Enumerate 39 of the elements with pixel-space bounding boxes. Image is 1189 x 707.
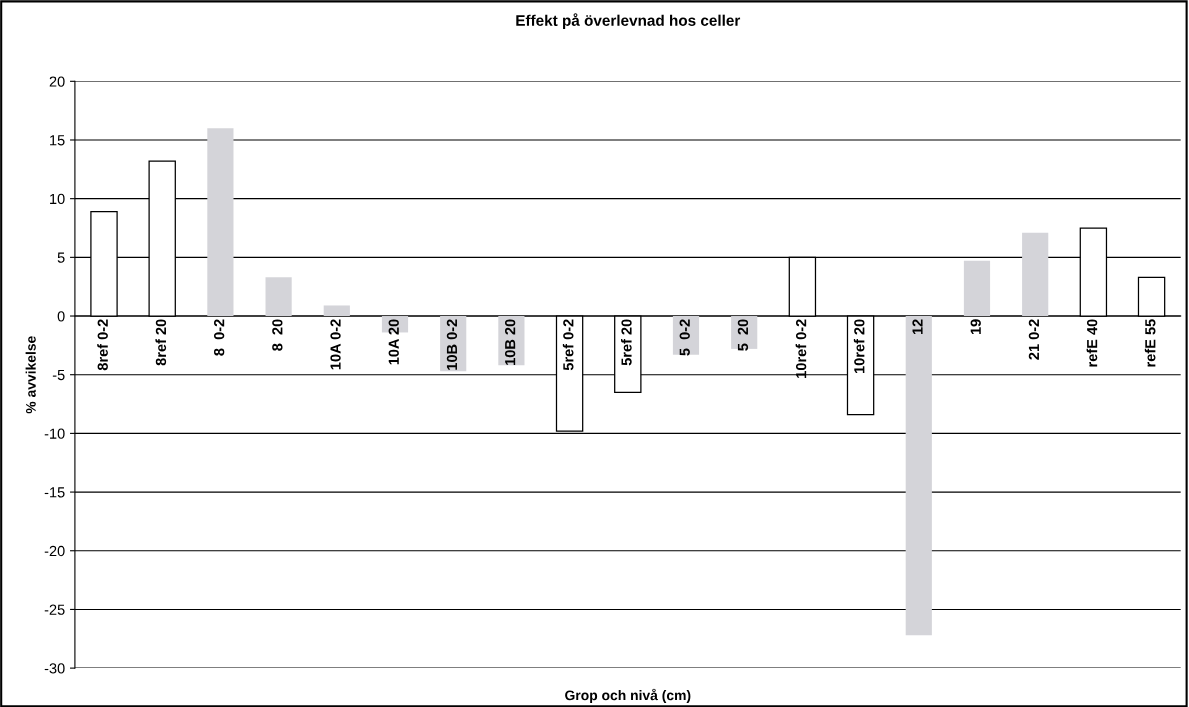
x-axis-title: Grop och nivå (cm) xyxy=(565,688,691,703)
y-tick-label: -15 xyxy=(44,487,65,498)
bar xyxy=(1022,232,1049,317)
x-tick-label: 5 0-2 xyxy=(679,319,690,356)
x-tick-label: 19 xyxy=(970,319,981,335)
y-tick-label: -5 xyxy=(52,369,65,381)
x-tick-label: 8ref 20 xyxy=(155,319,167,366)
bar xyxy=(207,128,234,317)
x-tick-label: 12 xyxy=(912,319,923,335)
bar xyxy=(265,277,292,317)
chart-title: Effekt på överlevnad hos celler xyxy=(516,13,741,29)
x-tick-label: 8 0-2 xyxy=(213,319,225,356)
x-tick-label: 21 0-2 xyxy=(1028,319,1040,360)
y-axis-title: % avvikelse xyxy=(25,336,36,414)
x-tick-label: refE 40 xyxy=(1086,319,1098,367)
bar xyxy=(963,260,991,317)
x-tick-label: 5ref 20 xyxy=(620,319,632,366)
y-tick-label: 0 xyxy=(57,311,65,322)
y-tick-label: -30 xyxy=(44,663,65,674)
y-tick-label: 5 xyxy=(57,252,65,263)
x-tick-label: 5 20 xyxy=(737,319,749,351)
x-tick-label: 5ref 0-2 xyxy=(562,319,574,371)
y-tick-label: 10 xyxy=(50,193,65,205)
x-tick-label: 8 20 xyxy=(272,319,283,351)
x-tick-label: 10ref 0-2 xyxy=(795,319,807,378)
x-tick-label: 8ref 0-2 xyxy=(97,319,108,371)
bar xyxy=(323,305,350,317)
x-tick-label: 10B 20 xyxy=(504,319,516,365)
y-tick-label: -25 xyxy=(44,604,65,615)
x-tick-label: refE 55 xyxy=(1144,319,1156,367)
y-tick-label: 15 xyxy=(50,135,65,146)
x-tick-label: 10A 20 xyxy=(388,319,399,365)
x-tick-label: 10A 0-2 xyxy=(330,319,341,370)
bar xyxy=(905,316,932,636)
y-tick-label: -20 xyxy=(44,545,65,557)
x-tick-label: 10ref 20 xyxy=(853,319,865,374)
x-tick-label: 10B 0-2 xyxy=(446,319,458,370)
y-tick-label: -10 xyxy=(44,428,65,439)
y-tick-label: 20 xyxy=(49,76,65,87)
